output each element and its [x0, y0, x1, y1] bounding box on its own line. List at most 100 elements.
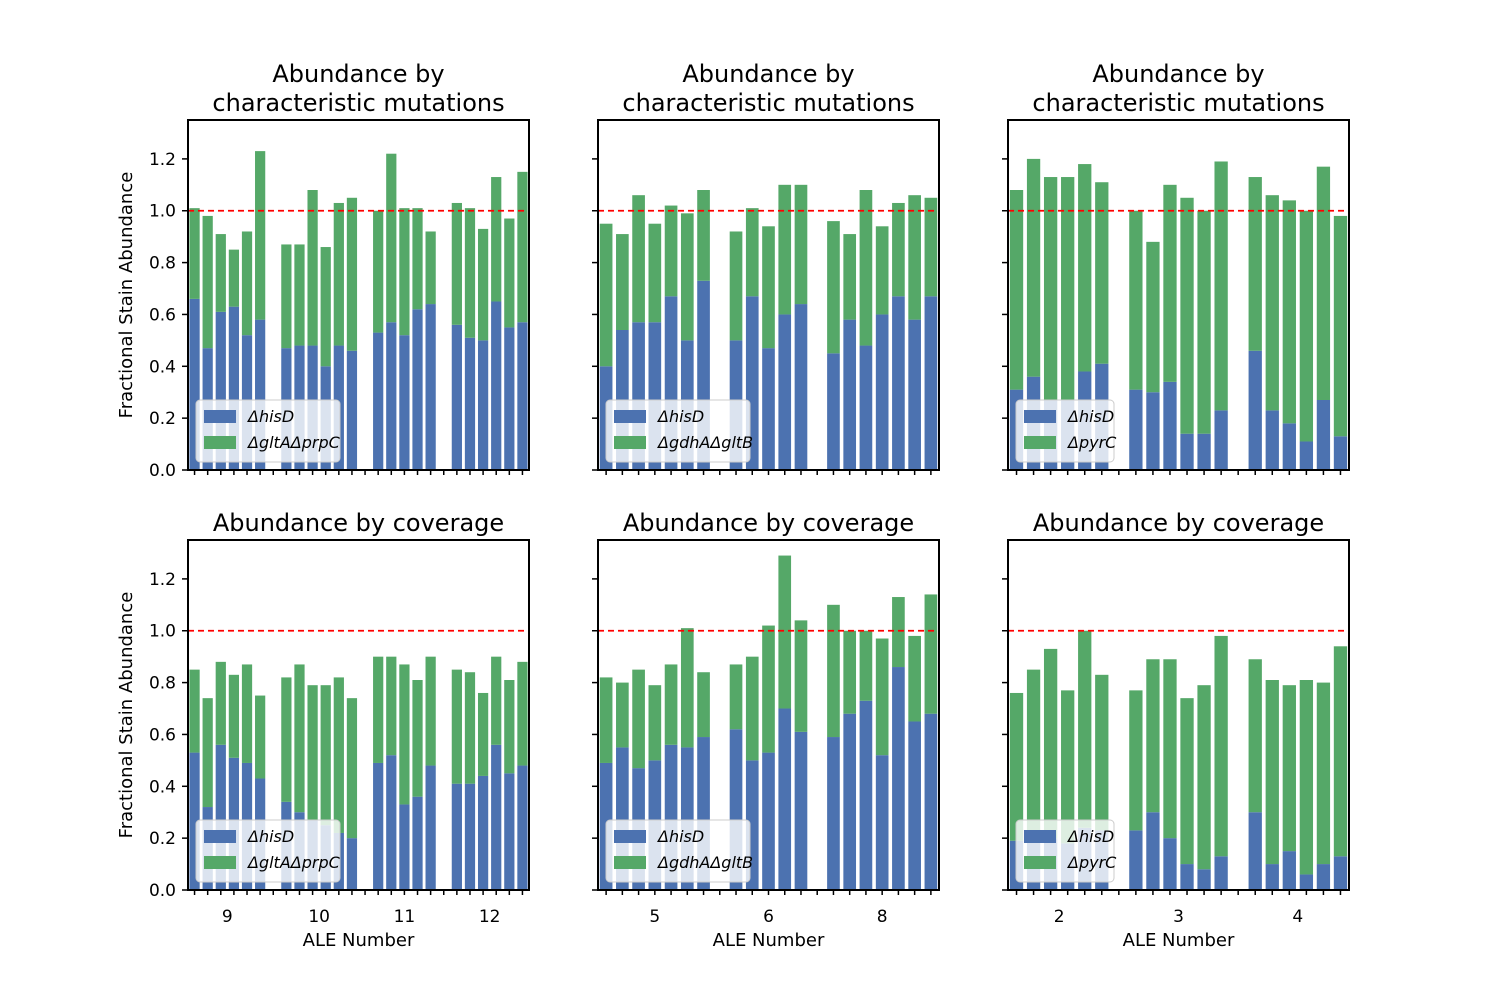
legend-label: ΔgdhAΔgltB [656, 433, 753, 452]
legend: ΔhisD ΔgltAΔprpC [195, 399, 341, 463]
bar-hisd [215, 744, 226, 890]
bar-hisd [412, 796, 423, 890]
bar-hisd [794, 304, 808, 470]
bar-partner [1299, 680, 1314, 875]
bar-partner [241, 664, 253, 763]
subplot-title-line2: characteristic mutations [212, 89, 504, 117]
axes-frame [187, 119, 530, 471]
bar-partner [241, 231, 253, 336]
legend-label: ΔgdhAΔgltB [656, 853, 753, 872]
legend-label: ΔhisD [656, 407, 704, 426]
y-axis-label: Fractional Stain Abundance [116, 592, 137, 839]
legend-swatch-partner [1024, 856, 1056, 869]
bar-partner [333, 677, 344, 833]
bar-partner [1078, 630, 1092, 828]
bar-partner [386, 656, 397, 756]
bar-partner [346, 197, 358, 351]
y-tick-label: 1.2 [149, 150, 176, 170]
bar-hisd [1248, 812, 1262, 890]
y-tick-label: 0.4 [149, 777, 176, 797]
bar-partner [1316, 682, 1331, 865]
bar-partner [281, 677, 292, 802]
bar-hisd [228, 306, 240, 470]
bar-hisd [1180, 433, 1194, 470]
bar-partner [451, 202, 462, 325]
subplot-title: Abundance by coverage [1033, 509, 1324, 537]
bar-hisd [1316, 864, 1331, 890]
legend: ΔhisD ΔpyrC [1015, 399, 1117, 463]
bar-partner [1095, 182, 1109, 364]
subplot-title: Abundance by [272, 60, 444, 88]
bar-hisd [477, 340, 489, 470]
bar-partner [215, 234, 226, 312]
bar-partner [827, 604, 840, 738]
axes-frame [1007, 119, 1350, 471]
bar-hisd [464, 783, 476, 890]
bar-partner [762, 625, 775, 753]
bar-partner [599, 223, 613, 367]
bar-partner [778, 555, 792, 709]
bar-hisd [504, 327, 515, 470]
bar-partner [399, 664, 410, 805]
bar-partner [1061, 690, 1075, 844]
bar-partner [794, 620, 808, 732]
bar-partner [1095, 674, 1109, 831]
y-tick-label: 0.4 [149, 357, 176, 377]
bar-partner [255, 151, 266, 320]
bar-partner [202, 698, 213, 808]
y-tick-label: 0.0 [149, 461, 176, 481]
y-axis-label: Fractional Stain Abundance [116, 172, 137, 419]
bar-partner [680, 213, 694, 341]
legend-swatch-partner [204, 436, 236, 449]
bar-partner [202, 215, 213, 349]
bar-partner [1026, 669, 1041, 833]
bar-partner [729, 231, 743, 341]
bar-partner [491, 656, 502, 745]
bar-partner [664, 205, 678, 297]
bar-hisd [386, 755, 397, 890]
bar-hisd [1146, 812, 1160, 890]
bar-partner [729, 664, 743, 730]
bar-partner [504, 218, 515, 328]
bar-hisd [412, 309, 423, 470]
bar-partner [1214, 161, 1228, 411]
bar-hisd [373, 332, 384, 470]
bar-partner [924, 197, 938, 297]
bar-hisd [1316, 400, 1331, 470]
bar-hisd [1299, 874, 1314, 890]
bar-partner [1265, 195, 1279, 411]
bar-hisd [491, 301, 502, 470]
y-tick-label: 0.2 [149, 829, 176, 849]
bar-hisd [1163, 381, 1177, 470]
bar-partner [616, 682, 629, 748]
bar-hisd [1197, 433, 1211, 470]
bar-partner [1043, 177, 1058, 400]
y-tick-label: 0.6 [149, 305, 176, 325]
legend-label: ΔpyrC [1066, 433, 1117, 452]
subplot-title: Abundance by coverage [623, 509, 914, 537]
legend-swatch-hisd [1024, 830, 1056, 843]
bar-partner [745, 656, 759, 761]
bar-hisd [504, 773, 515, 890]
bar-partner [1265, 680, 1279, 865]
bar-partner [464, 672, 476, 784]
bar-partner [843, 630, 857, 714]
bar-partner [892, 202, 905, 297]
legend-swatch-hisd [1024, 410, 1056, 423]
bar-partner [477, 692, 489, 776]
bar-partner [333, 202, 344, 346]
bar-partner [451, 669, 462, 784]
bar-partner [477, 228, 489, 341]
bar-partner [399, 208, 410, 336]
bar-partner [1026, 158, 1041, 377]
bar-hisd [399, 335, 410, 470]
legend-label: ΔhisD [656, 827, 704, 846]
y-tick-label: 1.0 [149, 202, 176, 222]
subplot-4: 0.0 0.2 0.4 0.6 0.8 1.0 1.2 9 10 11 12 ALE Number Fr… [116, 509, 530, 951]
y-tick-label: 0.6 [149, 725, 176, 745]
bar-hisd [762, 348, 775, 470]
bar-hisd [189, 752, 200, 890]
bar-hisd [924, 713, 938, 890]
